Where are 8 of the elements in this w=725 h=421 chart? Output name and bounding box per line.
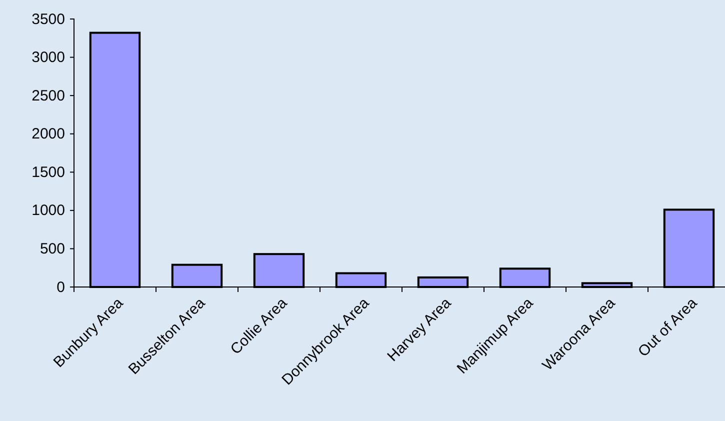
y-tick-label: 2500 — [32, 87, 65, 104]
y-tick-label: 3000 — [32, 49, 65, 66]
y-tick-label: 2000 — [32, 126, 65, 143]
y-tick-label: 0 — [56, 278, 65, 296]
y-tick-label: 3500 — [32, 10, 65, 28]
y-tick-label: 1000 — [32, 202, 65, 220]
y-tick-label: 500 — [40, 240, 65, 258]
y-tick-label: 1500 — [32, 164, 65, 181]
